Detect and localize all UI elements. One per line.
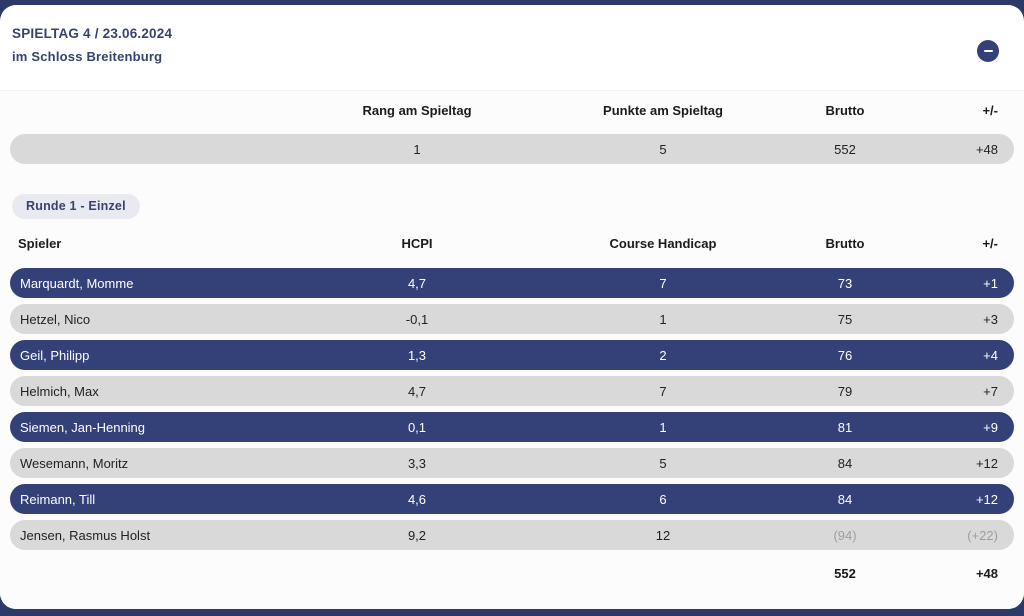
player-course-handicap: 1 xyxy=(659,311,667,327)
player-name: Helmich, Max xyxy=(20,383,99,399)
player-diff: +7 xyxy=(983,383,998,399)
player-brutto: 76 xyxy=(837,347,853,363)
page-title: SPIELTAG 4 / 23.06.2024 xyxy=(12,26,173,41)
player-course-handicap: 2 xyxy=(659,347,667,363)
player-hcpi: 0,1 xyxy=(407,419,427,435)
round-chip[interactable]: Runde 1 - Einzel xyxy=(12,194,140,219)
players-header-course-handicap: Course Handicap xyxy=(609,236,717,251)
player-course-handicap: 12 xyxy=(655,527,671,543)
player-brutto: 84 xyxy=(837,455,853,471)
player-hcpi: 4,7 xyxy=(407,275,427,291)
player-diff: (+22) xyxy=(967,527,998,543)
player-row[interactable]: Geil, Philipp 1,3 2 76 +4 xyxy=(10,340,1014,370)
summary-header-diff: +/- xyxy=(982,103,998,118)
players-header-diff: +/- xyxy=(982,236,998,251)
collapse-button[interactable] xyxy=(977,40,999,62)
summary-value-brutto: 552 xyxy=(834,141,856,157)
player-hcpi: 4,6 xyxy=(407,491,427,507)
player-row[interactable]: Wesemann, Moritz 3,3 5 84 +12 xyxy=(10,448,1014,478)
player-hcpi: 1,3 xyxy=(407,347,427,363)
player-row[interactable]: Helmich, Max 4,7 7 79 +7 xyxy=(10,376,1014,406)
player-brutto: 79 xyxy=(837,383,853,399)
results-card: SPIELTAG 4 / 23.06.2024 im Schloss Breit… xyxy=(0,5,1024,609)
summary-header-brutto: Brutto xyxy=(825,103,865,118)
player-course-handicap: 6 xyxy=(659,491,667,507)
player-diff: +1 xyxy=(983,275,998,291)
players-header-player: Spieler xyxy=(18,236,62,251)
summary-values-row: 1 5 552 +48 xyxy=(10,134,1014,164)
round-chip-container: Runde 1 - Einzel xyxy=(12,194,1024,220)
player-course-handicap: 5 xyxy=(659,455,667,471)
player-brutto: 73 xyxy=(837,275,853,291)
summary-header-rank: Rang am Spieltag xyxy=(362,103,472,118)
summary-header-points: Punkte am Spieltag xyxy=(603,103,723,118)
player-diff: +9 xyxy=(983,419,998,435)
player-brutto: 84 xyxy=(837,491,853,507)
player-row[interactable]: Reimann, Till 4,6 6 84 +12 xyxy=(10,484,1014,514)
summary-value-points: 5 xyxy=(659,141,667,157)
player-row[interactable]: Jensen, Rasmus Holst 9,2 12 (94) (+22) xyxy=(10,520,1014,550)
players-header-brutto: Brutto xyxy=(825,236,865,251)
player-course-handicap: 7 xyxy=(659,275,667,291)
player-brutto: (94) xyxy=(833,527,857,543)
totals-diff: +48 xyxy=(975,566,998,581)
player-course-handicap: 7 xyxy=(659,383,667,399)
player-name: Siemen, Jan-Henning xyxy=(20,419,146,435)
totals-row: 552 +48 xyxy=(10,566,1014,581)
totals-brutto: 552 xyxy=(834,566,856,581)
card-header: SPIELTAG 4 / 23.06.2024 im Schloss Breit… xyxy=(0,5,1024,90)
player-diff: +12 xyxy=(975,491,998,507)
player-row[interactable]: Hetzel, Nico -0,1 1 75 +3 xyxy=(10,304,1014,334)
player-hcpi: 4,7 xyxy=(407,383,427,399)
player-hcpi: -0,1 xyxy=(405,311,429,327)
player-name: Hetzel, Nico xyxy=(20,311,91,327)
player-diff: +12 xyxy=(975,455,998,471)
summary-header-row: Rang am Spieltag Punkte am Spieltag Brut… xyxy=(10,104,1014,118)
minus-icon xyxy=(983,50,993,52)
player-course-handicap: 1 xyxy=(659,419,667,435)
summary-value-diff: +48 xyxy=(975,141,998,157)
player-diff: +4 xyxy=(983,347,998,363)
player-diff: +3 xyxy=(983,311,998,327)
players-header-row: Spieler HCPI Course Handicap Brutto +/- xyxy=(10,237,1014,251)
player-name: Marquardt, Momme xyxy=(20,275,134,291)
player-row[interactable]: Siemen, Jan-Henning 0,1 1 81 +9 xyxy=(10,412,1014,442)
player-brutto: 81 xyxy=(837,419,853,435)
player-name: Wesemann, Moritz xyxy=(20,455,129,471)
player-hcpi: 3,3 xyxy=(407,455,427,471)
player-row[interactable]: Marquardt, Momme 4,7 7 73 +1 xyxy=(10,268,1014,298)
summary-value-rank: 1 xyxy=(413,141,421,157)
page-subtitle: im Schloss Breitenburg xyxy=(12,49,163,64)
player-hcpi: 9,2 xyxy=(407,527,427,543)
player-name: Geil, Philipp xyxy=(20,347,90,363)
player-name: Jensen, Rasmus Holst xyxy=(20,527,151,543)
player-brutto: 75 xyxy=(837,311,853,327)
player-name: Reimann, Till xyxy=(20,491,96,507)
card-body: Rang am Spieltag Punkte am Spieltag Brut… xyxy=(0,90,1024,609)
players-header-hcpi: HCPI xyxy=(401,236,433,251)
